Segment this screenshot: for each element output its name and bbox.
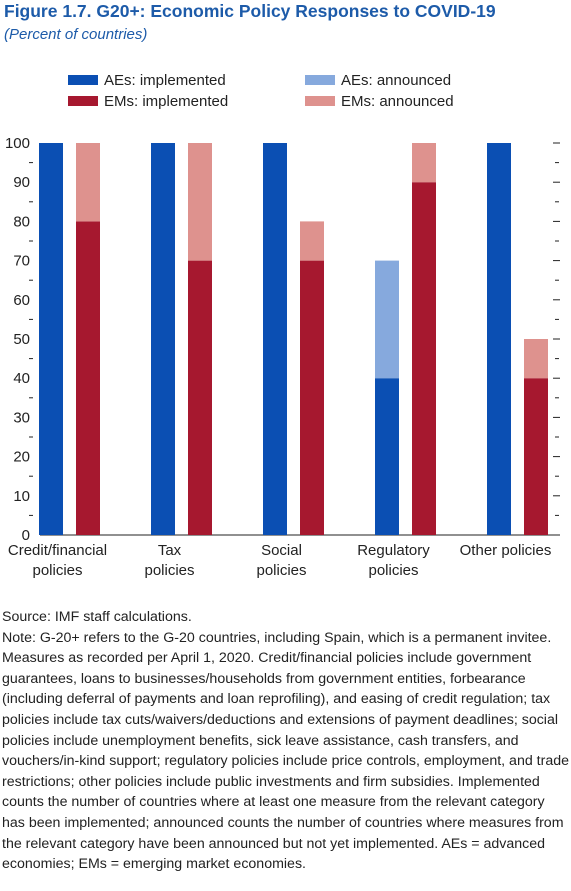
bar-segment <box>76 221 100 535</box>
y-tick-label: 70 <box>13 253 30 270</box>
chart-title: Figure 1.7. G20+: Economic Policy Respon… <box>4 1 496 21</box>
legend-label: EMs: implemented <box>104 93 228 110</box>
x-tick-label: policies <box>144 562 194 579</box>
bar-segment <box>375 260 399 379</box>
y-tick-label: 0 <box>22 527 30 544</box>
y-tick-label: 20 <box>13 449 30 466</box>
y-tick-label: 90 <box>13 174 30 191</box>
y-tick-label: 30 <box>13 409 30 426</box>
x-tick-label: Credit/financial <box>8 542 107 559</box>
bar-segment <box>524 378 548 535</box>
y-tick-label: 60 <box>13 292 30 309</box>
bar-segment <box>39 143 63 535</box>
bar-segment <box>375 378 399 535</box>
y-tick-label: 10 <box>13 488 30 505</box>
bar-segment <box>524 339 548 379</box>
bar-segment <box>188 143 212 261</box>
x-tick-label: Tax <box>158 542 182 559</box>
note: Note: G-20+ refers to the G-20 countries… <box>2 629 570 873</box>
chart-subtitle: (Percent of countries) <box>4 26 147 43</box>
legend-label: AEs: announced <box>341 72 451 89</box>
bar-segment <box>151 143 175 535</box>
legend-swatch <box>305 96 335 106</box>
bar-segment <box>300 260 324 535</box>
x-tick-label: policies <box>368 562 418 579</box>
y-tick-label: 100 <box>5 135 30 152</box>
source: Source: IMF staff calculations. <box>2 609 192 625</box>
bar-segment <box>263 143 287 535</box>
legend-swatch <box>68 96 98 106</box>
notes: Source: IMF staff calculations. Note: G-… <box>2 607 570 875</box>
bar-segment <box>487 143 511 535</box>
y-tick-label: 50 <box>13 331 30 348</box>
x-tick-label: policies <box>256 562 306 579</box>
x-tick-label: Other policies <box>460 542 552 559</box>
legend-swatch <box>305 75 335 85</box>
y-tick-label: 40 <box>13 370 30 387</box>
legend-swatch <box>68 75 98 85</box>
bar-segment <box>188 260 212 535</box>
x-tick-label: Regulatory <box>357 542 430 559</box>
bar-segment <box>412 182 436 535</box>
chart: Figure 1.7. G20+: Economic Policy Respon… <box>4 1 560 579</box>
legend-label: AEs: implemented <box>104 72 226 89</box>
x-tick-label: policies <box>32 562 82 579</box>
y-tick-label: 80 <box>13 213 30 230</box>
x-tick-label: Social <box>261 542 302 559</box>
legend-label: EMs: announced <box>341 93 454 110</box>
bar-segment <box>412 143 436 183</box>
bar-segment <box>76 143 100 222</box>
bar-segment <box>300 221 324 261</box>
